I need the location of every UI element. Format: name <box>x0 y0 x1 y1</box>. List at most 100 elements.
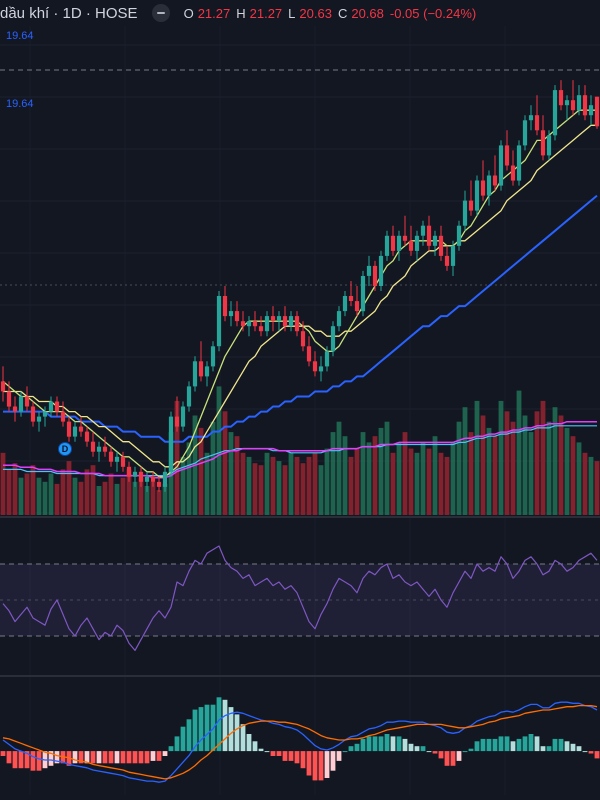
macd-histogram-bar <box>282 751 288 761</box>
dividend-event-marker[interactable]: D <box>58 442 72 456</box>
candle-body <box>444 255 450 266</box>
candle-body <box>432 235 438 246</box>
macd-histogram-bar <box>522 736 528 752</box>
candle-body <box>42 411 48 417</box>
ma-short-line <box>2 109 597 478</box>
candle-body <box>360 276 366 312</box>
candle-body <box>282 316 288 327</box>
candle-body <box>270 316 276 322</box>
volume-layer <box>0 386 600 515</box>
candle-body <box>54 401 60 412</box>
open-value: 21.27 <box>197 5 231 21</box>
volume-bar <box>270 456 276 515</box>
low-key: L <box>288 5 296 21</box>
macd-histogram-bar <box>6 751 12 764</box>
candle-layer[interactable] <box>0 80 600 492</box>
macd-histogram-bar <box>36 751 42 771</box>
candle-body <box>462 200 468 226</box>
macd-histogram-bar <box>12 751 18 769</box>
macd-histogram-bar <box>306 751 312 776</box>
volume-bar <box>558 415 564 515</box>
macd-histogram-bar <box>276 751 282 756</box>
macd-histogram-bar <box>594 751 600 759</box>
low-value: 20.63 <box>299 5 332 21</box>
volume-bar <box>408 448 414 515</box>
macd-histogram-bar <box>18 751 24 769</box>
macd-histogram-bar <box>234 714 240 752</box>
candle-body <box>222 296 228 317</box>
volume-bar <box>582 452 588 515</box>
candle-body <box>498 145 504 186</box>
macd-histogram-bar <box>228 707 234 752</box>
candle-body <box>396 235 402 251</box>
volume-bar <box>510 421 516 515</box>
candle-body <box>132 471 138 477</box>
volume-bar <box>474 400 480 515</box>
volume-bar <box>126 469 132 515</box>
volume-bar <box>60 469 66 515</box>
candle-body <box>306 346 312 362</box>
macd-histogram-bar <box>168 746 174 752</box>
macd-histogram-bar <box>144 751 150 764</box>
collapse-legend-button[interactable] <box>151 4 170 22</box>
volume-bar <box>300 463 306 515</box>
macd-histogram-bar <box>222 699 228 752</box>
candle-body <box>258 326 264 332</box>
candle-body <box>480 180 486 196</box>
candle-body <box>402 235 408 241</box>
candle-body <box>120 456 126 467</box>
volume-bar <box>462 407 468 515</box>
macd-histogram-bar <box>576 746 582 752</box>
macd-histogram-bar <box>570 743 576 752</box>
high-value: 21.27 <box>249 5 283 21</box>
candle-body <box>102 446 108 452</box>
macd-histogram-bar <box>582 751 588 753</box>
macd-histogram-bar <box>564 741 570 752</box>
candle-body <box>546 135 552 156</box>
candle-body <box>168 416 174 472</box>
candle-body <box>234 311 240 322</box>
volume-bar <box>186 442 192 515</box>
macd-histogram-bar <box>540 746 546 752</box>
candle-body <box>90 441 96 452</box>
ma-mid-line <box>3 124 597 468</box>
volume-bar <box>366 442 372 515</box>
macd-histogram-bar <box>534 736 540 752</box>
volume-bar <box>102 481 108 515</box>
macd-histogram-bar <box>264 751 270 753</box>
volume-bar <box>330 432 336 515</box>
volume-bar <box>594 461 600 515</box>
volume-bar <box>6 469 12 515</box>
volume-bar <box>444 456 450 515</box>
ohlc-legend: O 21.27 H 21.27 L 20.63 C 20.68 -0.05 (−0.24… <box>184 6 477 21</box>
candle-body <box>204 366 210 377</box>
macd-histogram-bar <box>366 736 372 752</box>
price-change: -0.05 (−0.24%) <box>389 5 477 21</box>
macd-histogram-bar <box>492 738 498 752</box>
macd-histogram-bar <box>372 736 378 752</box>
candle-body <box>570 100 576 111</box>
volume-bar <box>66 461 72 515</box>
volume-bar <box>492 436 498 515</box>
symbol-title[interactable]: dầu khí · 1D · HOSE <box>0 4 138 22</box>
candle-body <box>588 105 594 116</box>
macd-histogram-bar <box>516 738 522 752</box>
macd-histogram-bar <box>162 751 168 756</box>
candle-body <box>60 411 66 422</box>
volume-bar <box>36 477 42 515</box>
macd-histogram-bar <box>114 751 120 764</box>
candle-body <box>198 361 204 377</box>
macd-histogram-bar <box>54 751 60 764</box>
candle-body <box>114 456 120 462</box>
candle-body <box>456 225 462 246</box>
macd-histogram-bar <box>48 751 54 766</box>
macd-histogram-bar <box>102 751 108 764</box>
macd-histogram-bar <box>420 746 426 752</box>
macd-histogram-bar <box>510 741 516 752</box>
volume-bar <box>552 407 558 515</box>
candle-body <box>12 406 18 412</box>
volume-bar <box>504 411 510 515</box>
moving-average-layer <box>2 109 598 478</box>
